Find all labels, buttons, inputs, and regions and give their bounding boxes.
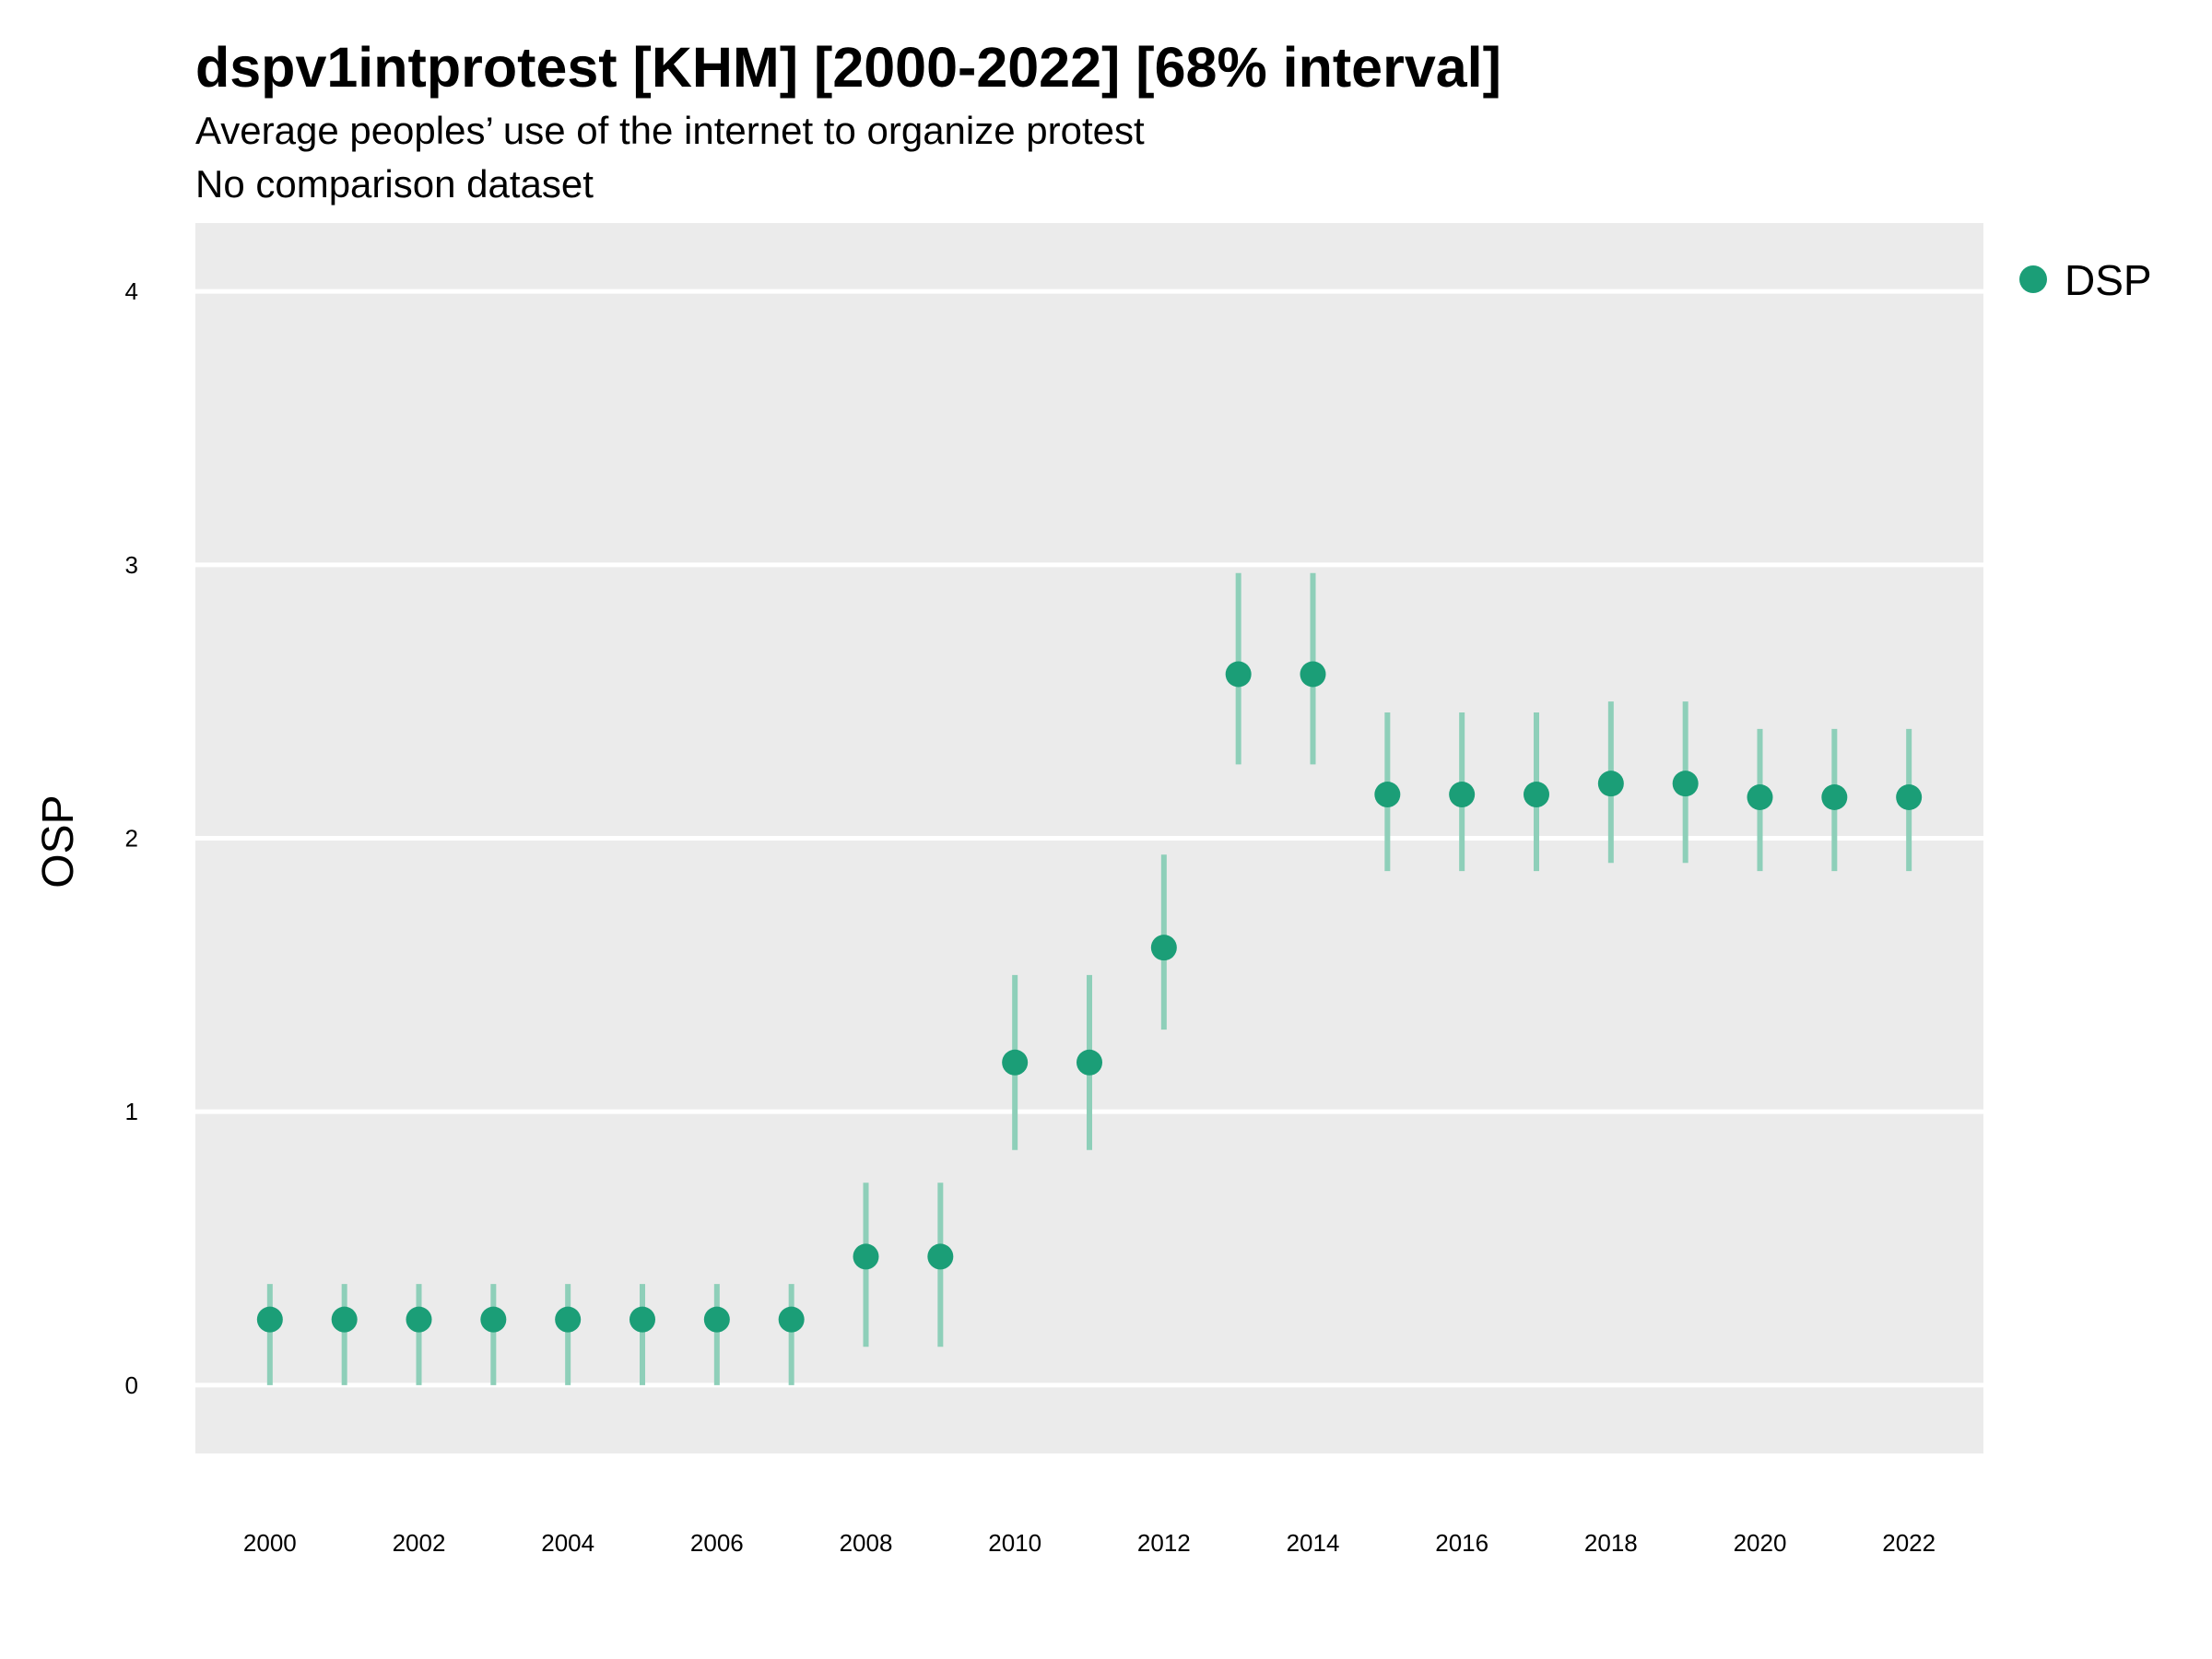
data-point xyxy=(1821,784,1848,810)
x-tick-label: 2010 xyxy=(988,1529,1041,1557)
data-point xyxy=(1374,782,1401,808)
data-point xyxy=(778,1306,805,1333)
x-tick-label: 2008 xyxy=(840,1529,893,1557)
x-tick-label: 2018 xyxy=(1584,1529,1638,1557)
legend-key-dsp xyxy=(2019,265,2047,293)
data-point xyxy=(629,1306,655,1333)
x-axis-ticks: 2000 2002 2004 2006 2008 2010 2012 2014 2016 2018… xyxy=(243,1529,1936,1557)
x-tick-label: 2022 xyxy=(1882,1529,1936,1557)
x-tick-label: 2014 xyxy=(1287,1529,1340,1557)
data-point xyxy=(703,1306,730,1333)
data-point xyxy=(927,1243,954,1270)
y-axis-title: OSP xyxy=(34,794,83,888)
y-tick-label: 4 xyxy=(125,277,138,305)
x-tick-label: 2012 xyxy=(1137,1529,1191,1557)
data-point xyxy=(331,1306,358,1333)
y-tick-label: 0 xyxy=(125,1371,138,1399)
y-tick-label: 2 xyxy=(125,825,138,853)
x-tick-label: 2020 xyxy=(1734,1529,1787,1557)
data-point xyxy=(1300,661,1326,688)
x-tick-label: 2006 xyxy=(690,1529,744,1557)
data-point xyxy=(1449,782,1476,808)
data-point xyxy=(256,1306,283,1333)
data-point xyxy=(555,1306,582,1333)
data-point xyxy=(480,1306,507,1333)
legend-label-dsp: DSP xyxy=(2065,256,2152,304)
y-tick-label: 1 xyxy=(125,1098,138,1125)
data-point xyxy=(1896,784,1923,810)
x-tick-label: 2002 xyxy=(393,1529,446,1557)
chart-subtitle-comparison: No comparison dataset xyxy=(195,162,594,206)
x-tick-label: 2004 xyxy=(541,1529,594,1557)
data-point xyxy=(406,1306,432,1333)
x-tick-label: 2016 xyxy=(1435,1529,1488,1557)
data-point xyxy=(1597,771,1624,797)
data-point xyxy=(1747,784,1773,810)
data-point xyxy=(1225,661,1252,688)
y-axis-ticks: 0 1 2 3 4 xyxy=(125,277,138,1399)
legend: DSP xyxy=(2019,256,2152,304)
data-point xyxy=(1150,935,1177,961)
data-point xyxy=(1672,771,1699,797)
x-tick-label: 2000 xyxy=(243,1529,297,1557)
chart-title: dspv1intprotest [KHM] [2000-2022] [68% i… xyxy=(195,36,1501,99)
data-point xyxy=(853,1243,879,1270)
data-point xyxy=(1077,1049,1102,1076)
y-tick-label: 3 xyxy=(125,551,138,579)
data-point xyxy=(1524,782,1549,808)
data-points xyxy=(256,661,1923,1333)
chart-subtitle: Average peoples’ use of the internet to … xyxy=(195,109,1145,152)
data-point xyxy=(1002,1049,1029,1076)
